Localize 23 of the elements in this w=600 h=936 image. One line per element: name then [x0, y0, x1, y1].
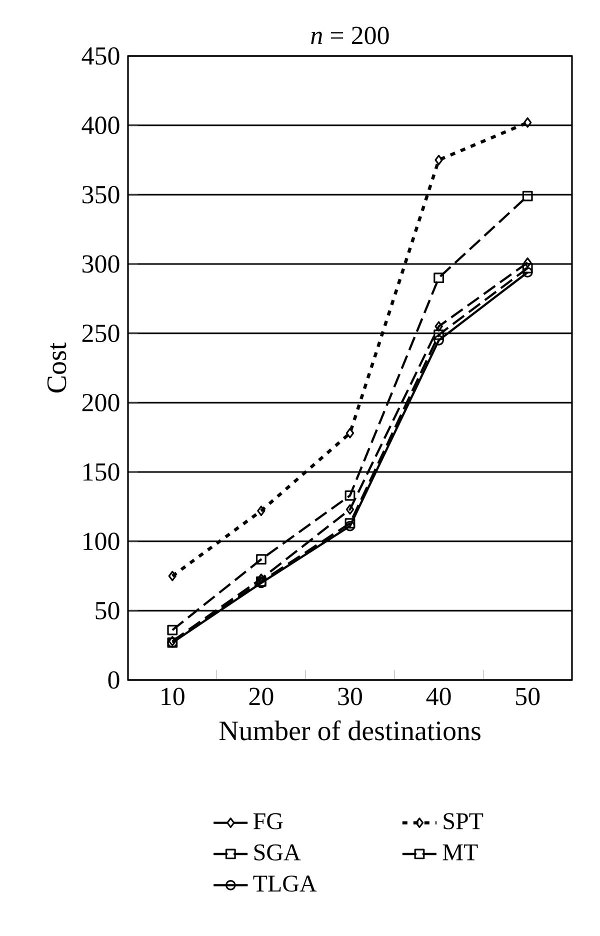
legend-label: FG — [254, 813, 283, 830]
y-axis-title: Cost — [47, 342, 66, 393]
x-tick-label: 30 — [338, 688, 362, 706]
x-tick-label: 50 — [516, 688, 540, 706]
y-tick-label: 100 — [84, 532, 120, 550]
x-tick-label: 20 — [249, 688, 274, 706]
x-tick-label: 10 — [162, 688, 184, 706]
x-tick-label: 40 — [426, 688, 451, 706]
chart-title: n = 200 — [311, 26, 389, 44]
y-tick-label: 200 — [82, 394, 120, 412]
y-tick-label: 0 — [108, 671, 120, 689]
y-tick-label: 250 — [82, 324, 120, 342]
y-tick-label: 400 — [82, 116, 120, 134]
y-tick-label: 50 — [96, 602, 120, 620]
legend-label: MT — [442, 844, 478, 860]
legend-label: TLGA — [253, 876, 317, 892]
legend-label: SGA — [254, 844, 301, 860]
y-tick-label: 350 — [82, 186, 120, 204]
legend-label: SPT — [444, 813, 484, 830]
y-tick-label: 150 — [84, 463, 120, 481]
y-tick-label: 450 — [82, 47, 120, 65]
x-axis-title: Number of destinations — [219, 720, 480, 740]
y-tick-label: 300 — [82, 255, 120, 273]
